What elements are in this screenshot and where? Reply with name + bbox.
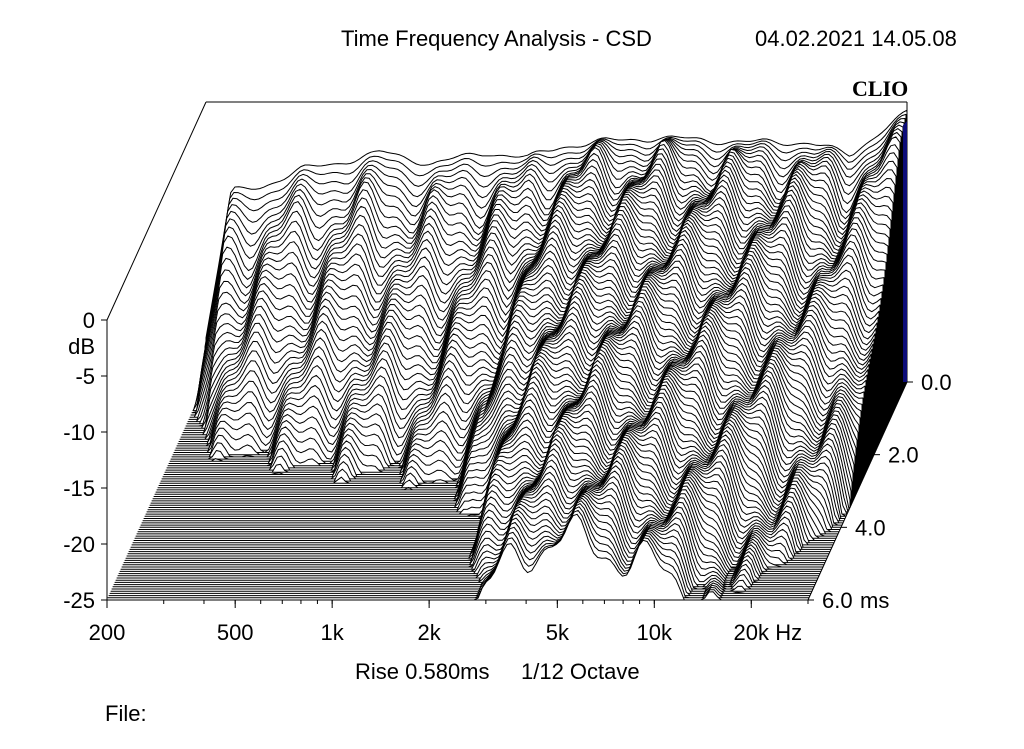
chart-title: Time Frequency Analysis - CSD [341, 26, 652, 51]
y-tick-label: -20 [63, 532, 95, 557]
file-label: File: [105, 701, 147, 726]
x-tick-label: 5k [546, 620, 570, 645]
x-tick-label: 2k [418, 620, 442, 645]
x-tick-label: 20k [734, 620, 770, 645]
rise-time-label: Rise 0.580ms [355, 659, 490, 684]
decay-slices [106, 109, 908, 601]
time-unit-label: ms [860, 588, 889, 613]
timestamp: 04.02.2021 14.05.08 [755, 26, 957, 51]
time-tick-label: 4.0 [855, 515, 886, 540]
decay-slice-99 [106, 513, 809, 601]
y-tick-label: -15 [63, 476, 95, 501]
x-tick-label: 200 [89, 620, 126, 645]
y-tick-label: -10 [63, 420, 95, 445]
octave-smoothing-label: 1/12 Octave [521, 659, 640, 684]
x-tick-label: 1k [321, 620, 345, 645]
x-unit-label: Hz [775, 620, 802, 645]
x-tick-label: 500 [217, 620, 254, 645]
left-diagonal-edge [106, 101, 207, 321]
y-unit-label: dB [68, 334, 95, 359]
x-tick-label: 10k [637, 620, 673, 645]
axis-labels: 200 500 1k 2k 5k 10k 20k Hz 0 -5 -10 -15 -20 -25 dB 0.0… [63, 308, 951, 645]
y-tick-label: -25 [63, 588, 95, 613]
y-tick-label: -5 [75, 364, 95, 389]
time-tick-label: 2.0 [888, 443, 919, 468]
back-edge-shade [903, 121, 907, 382]
time-tick-label: 0.0 [921, 370, 952, 395]
y-tick-label: 0 [83, 308, 95, 333]
clio-logo: CLIO [852, 76, 909, 101]
time-tick-label: 6.0 [822, 588, 853, 613]
